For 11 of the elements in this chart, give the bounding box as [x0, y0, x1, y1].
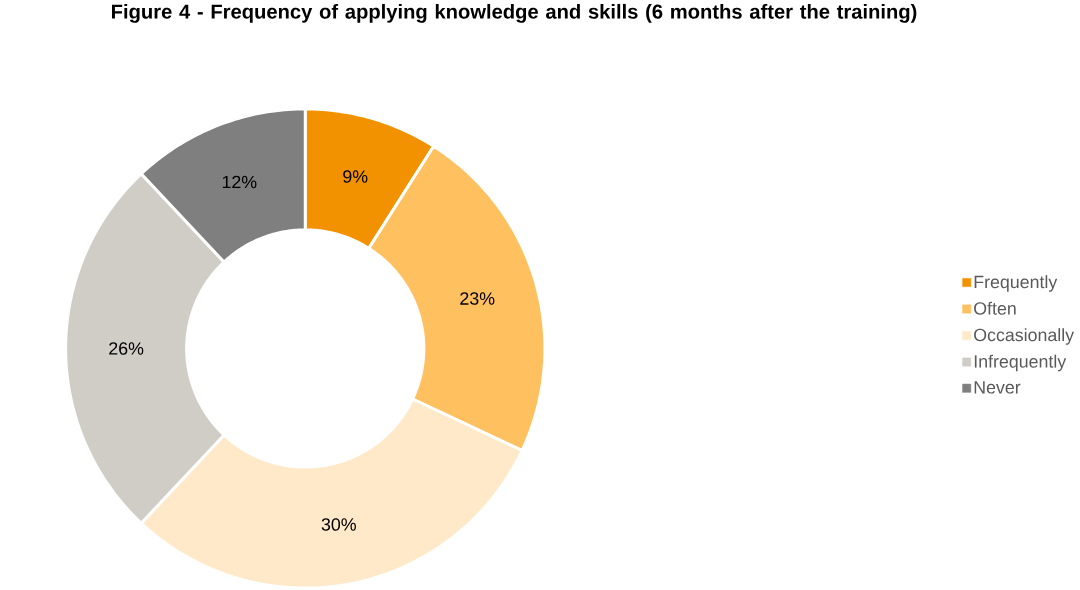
legend-label: Often — [974, 301, 1016, 315]
data-label: 26% — [109, 342, 144, 355]
legend-label: Frequently — [974, 275, 1058, 292]
data-label: 30% — [321, 518, 356, 531]
legend-label: Infrequently — [974, 354, 1067, 372]
legend-label: Occasionally — [974, 328, 1075, 345]
data-label: 23% — [460, 292, 495, 306]
chart-title: Figure 4 - Frequency of applying knowledge and skills (6 months after the training) — [112, 4, 917, 24]
data-label: 9% — [343, 170, 368, 183]
legend-label: Never — [974, 381, 1021, 394]
data-label: 12% — [222, 175, 257, 189]
